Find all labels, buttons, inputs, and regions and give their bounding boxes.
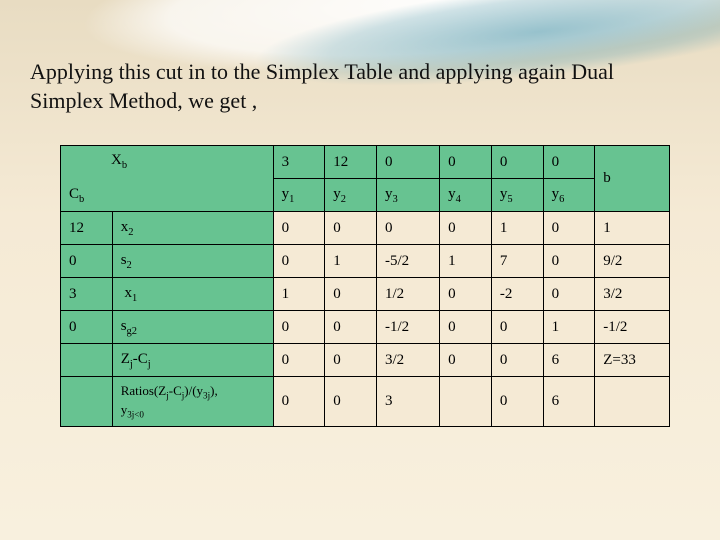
cb-0: 12: [61, 212, 113, 245]
xb-2: x1: [112, 278, 273, 311]
zj-row: Zj-Cj 0 0 3/2 0 0 6 Z=33: [61, 344, 670, 377]
cb-2: 3: [61, 278, 113, 311]
cell: -5/2: [376, 245, 439, 278]
y5: y5: [491, 179, 543, 212]
cell: 0: [376, 212, 439, 245]
cell-b: 9/2: [595, 245, 670, 278]
cost-c5: 0: [491, 146, 543, 179]
cell: 0: [325, 344, 377, 377]
slide-title: Applying this cut in to the Simplex Tabl…: [30, 58, 690, 115]
cell: 1: [491, 212, 543, 245]
cell: [440, 377, 492, 427]
xb-0: x2: [112, 212, 273, 245]
cell: 3/2: [376, 344, 439, 377]
cell-b: 3/2: [595, 278, 670, 311]
cell: 0: [543, 212, 595, 245]
ratio-row: Ratios(Zj-Cj)/(y3j),y3j<0 0 0 3 0 6: [61, 377, 670, 427]
cell: 0: [440, 278, 492, 311]
table-row: 0 sg2 0 0 -1/2 0 0 1 -1/2: [61, 311, 670, 344]
cell: 0: [491, 344, 543, 377]
cell: 0: [273, 212, 325, 245]
cell: 0: [543, 245, 595, 278]
cell: 0: [440, 212, 492, 245]
cell: 0: [325, 377, 377, 427]
zj-label: Zj-Cj: [112, 344, 273, 377]
cell: 0: [325, 311, 377, 344]
ratio-blank: [61, 377, 113, 427]
cell-b: Z=33: [595, 344, 670, 377]
y3: y3: [376, 179, 439, 212]
corner-cell: Xb Cb: [61, 146, 274, 212]
cost-row: Xb Cb 3 12 0 0 0 0 b: [61, 146, 670, 179]
cell: 0: [325, 212, 377, 245]
cell: 7: [491, 245, 543, 278]
table-row: 0 s2 0 1 -5/2 1 7 0 9/2: [61, 245, 670, 278]
cell: 1: [543, 311, 595, 344]
cell: -1/2: [376, 311, 439, 344]
cell: -2: [491, 278, 543, 311]
xb-1: s2: [112, 245, 273, 278]
cell: 0: [273, 311, 325, 344]
cost-b: b: [595, 146, 670, 212]
cell: 6: [543, 344, 595, 377]
cell: 0: [491, 377, 543, 427]
cell: 6: [543, 377, 595, 427]
y6: y6: [543, 179, 595, 212]
y2: y2: [325, 179, 377, 212]
table-row: 12 x2 0 0 0 0 1 0 1: [61, 212, 670, 245]
cell: 1/2: [376, 278, 439, 311]
cell: 0: [543, 278, 595, 311]
cost-c2: 12: [325, 146, 377, 179]
cell: 0: [440, 344, 492, 377]
table-row: 3 x1 1 0 1/2 0 -2 0 3/2: [61, 278, 670, 311]
cell-b: -1/2: [595, 311, 670, 344]
cell: 1: [273, 278, 325, 311]
y1: y1: [273, 179, 325, 212]
cost-c6: 0: [543, 146, 595, 179]
cb-3: 0: [61, 311, 113, 344]
corner-xb: Xb: [111, 152, 127, 171]
cell-b: [595, 377, 670, 427]
cell: 1: [440, 245, 492, 278]
cost-c3: 0: [376, 146, 439, 179]
cell-b: 1: [595, 212, 670, 245]
cell: 0: [273, 344, 325, 377]
cell: 0: [440, 311, 492, 344]
cost-c4: 0: [440, 146, 492, 179]
xb-3: sg2: [112, 311, 273, 344]
cell: 0: [273, 245, 325, 278]
corner-cb: Cb: [69, 186, 84, 205]
cost-c1: 3: [273, 146, 325, 179]
y4: y4: [440, 179, 492, 212]
zj-blank: [61, 344, 113, 377]
cell: 0: [491, 311, 543, 344]
simplex-table: Xb Cb 3 12 0 0 0 0 b y1 y2 y3 y4 y5 y6: [60, 145, 670, 427]
ratio-label: Ratios(Zj-Cj)/(y3j),y3j<0: [112, 377, 273, 427]
cell: 3: [376, 377, 439, 427]
cell: 1: [325, 245, 377, 278]
cell: 0: [325, 278, 377, 311]
cell: 0: [273, 377, 325, 427]
cb-1: 0: [61, 245, 113, 278]
